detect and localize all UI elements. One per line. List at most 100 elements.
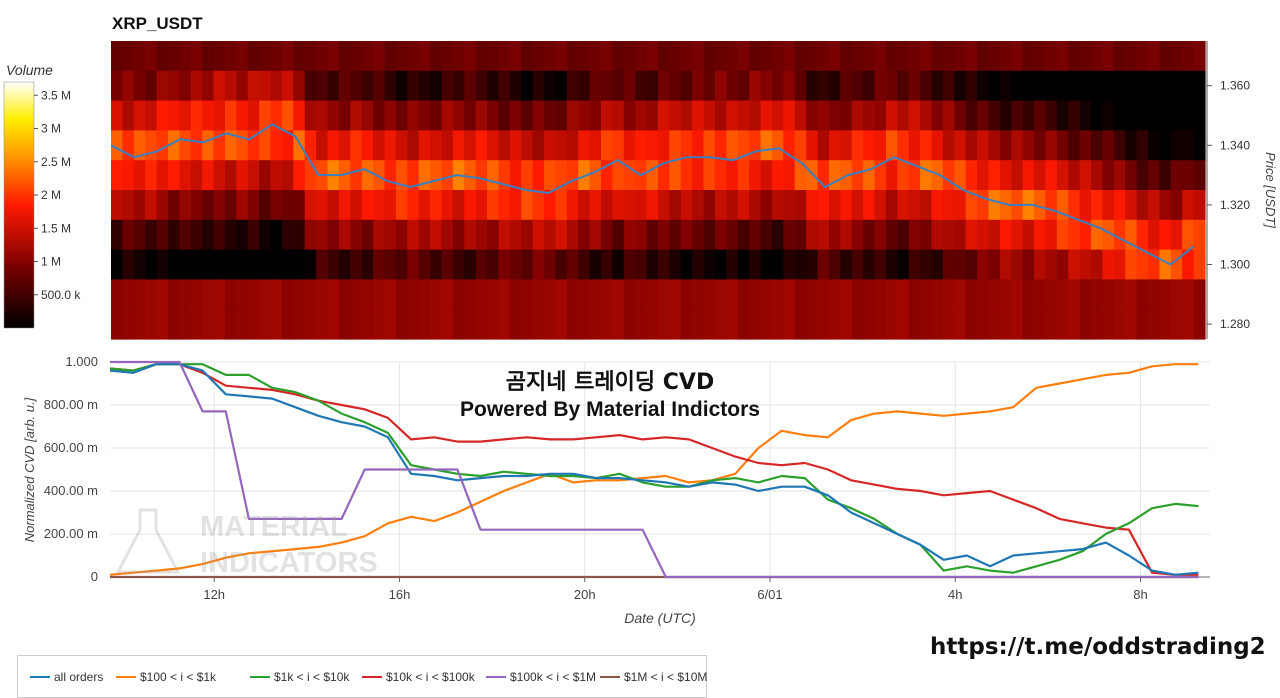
watermark-logo: MATERIAL INDICATORS xyxy=(115,508,378,579)
heatmap-cell xyxy=(1022,100,1035,131)
heatmap-cell xyxy=(1091,249,1104,280)
heatmap-cell xyxy=(1170,249,1183,280)
heatmap-cell xyxy=(122,190,135,221)
heatmap-cell xyxy=(270,219,283,251)
heatmap-cell xyxy=(1148,130,1161,161)
heatmap-cell xyxy=(373,190,386,221)
telegram-url[interactable]: https://t.me/oddstrading2 xyxy=(930,634,1266,660)
heatmap-cell xyxy=(828,309,841,340)
heatmap-cell xyxy=(658,190,670,221)
heatmap-cell xyxy=(623,279,636,310)
heatmap-cell xyxy=(1113,100,1126,131)
heatmap-cell xyxy=(999,190,1012,221)
heatmap-cell xyxy=(566,70,579,102)
heatmap-cell xyxy=(714,41,727,72)
heatmap-cell xyxy=(304,190,317,221)
heatmap-cell xyxy=(1079,70,1092,102)
heatmap-cell xyxy=(293,70,306,102)
heatmap-cell xyxy=(612,100,625,131)
heatmap-cell xyxy=(942,249,955,280)
heatmap-cell xyxy=(475,41,488,72)
heatmap-cell xyxy=(1113,309,1126,340)
heatmap-cell xyxy=(1034,309,1047,340)
heatmap-cell xyxy=(167,279,180,310)
heatmap-cell xyxy=(794,279,807,310)
heatmap-cell xyxy=(760,279,773,310)
heatmap-cell xyxy=(897,160,910,191)
heatmap-cell xyxy=(281,41,294,72)
heatmap-cell xyxy=(395,219,408,251)
heatmap-cell xyxy=(589,100,602,131)
heatmap-cell xyxy=(122,160,135,191)
heatmap-cell xyxy=(885,249,898,280)
heatmap-cell xyxy=(851,41,864,72)
legend-item-all_orders[interactable]: all orders xyxy=(30,670,103,684)
heatmap-cell xyxy=(1159,249,1172,280)
heatmap-cell xyxy=(350,70,363,102)
heatmap-cell xyxy=(441,70,454,102)
heatmap-cell xyxy=(737,160,750,191)
heatmap-cell xyxy=(407,279,420,310)
heatmap-cell xyxy=(179,249,192,280)
heatmap-cell xyxy=(931,160,944,191)
legend-item-b1m_10m[interactable]: $1M < i < $10M xyxy=(600,670,707,684)
heatmap-cell xyxy=(794,219,807,251)
heatmap-cell xyxy=(1148,41,1161,72)
heatmap-cell xyxy=(817,309,830,340)
heatmap-cell xyxy=(1091,190,1104,221)
heatmap-cell xyxy=(441,41,454,72)
heatmap-cell xyxy=(578,130,591,161)
heatmap-cell xyxy=(350,41,363,72)
heatmap-cell xyxy=(897,41,910,72)
heatmap-cell xyxy=(509,160,522,191)
heatmap-cell xyxy=(418,130,431,161)
heatmap-cell xyxy=(954,249,967,280)
heatmap-cell xyxy=(259,309,272,340)
heatmap-cell xyxy=(179,190,192,221)
heatmap-cell xyxy=(532,279,545,310)
colorbar-tick-label: 2.5 M xyxy=(41,155,71,169)
heatmap-cell xyxy=(327,190,340,221)
heatmap-cell xyxy=(749,100,762,131)
legend-item-b10k_100k[interactable]: $10k < i < $100k xyxy=(362,670,475,684)
legend-item-b100_1k[interactable]: $100 < i < $1k xyxy=(116,670,216,684)
heatmap-cell xyxy=(828,219,841,251)
heatmap-cell xyxy=(1045,41,1058,72)
heatmap-cell xyxy=(1182,70,1195,102)
heatmap-cell xyxy=(1034,100,1047,131)
heatmap-cell xyxy=(1102,41,1115,72)
heatmap-cell xyxy=(669,279,682,310)
overlay-subtitle: Powered By Material Indictors xyxy=(460,398,760,421)
heatmap-cell xyxy=(1193,219,1206,251)
heatmap-cell xyxy=(658,249,670,280)
heatmap-cell xyxy=(954,130,967,161)
heatmap-cell xyxy=(338,279,351,310)
heatmap-cell xyxy=(680,219,693,251)
heatmap-cell xyxy=(760,160,773,191)
heatmap-cell xyxy=(236,70,249,102)
heatmap-cell xyxy=(487,70,500,102)
legend-item-b1k_10k[interactable]: $1k < i < $10k xyxy=(250,670,349,684)
heatmap-cell xyxy=(532,100,545,131)
heatmap-cell xyxy=(441,219,454,251)
heatmap-cell xyxy=(920,309,933,340)
heatmap-cell xyxy=(179,160,192,191)
heatmap-cell xyxy=(589,130,602,161)
heatmap-cell xyxy=(908,219,921,251)
heatmap-cell xyxy=(931,130,944,161)
heatmap-cell xyxy=(1159,190,1172,221)
heatmap-cell xyxy=(999,160,1012,191)
legend-item-b100k_1m[interactable]: $100k < i < $1M xyxy=(486,670,596,684)
heatmap-cell xyxy=(658,130,670,161)
heatmap-cell xyxy=(1091,279,1104,310)
heatmap-cell xyxy=(566,41,579,72)
heatmap-cell xyxy=(316,249,329,280)
heatmap-cell xyxy=(897,70,910,102)
heatmap-cell xyxy=(1034,279,1047,310)
heatmap-cell xyxy=(840,190,853,221)
heatmap-cell xyxy=(749,249,762,280)
heatmap-cell xyxy=(156,279,169,310)
heatmap-cell xyxy=(1148,309,1161,340)
heatmap-cell xyxy=(1079,249,1092,280)
heatmap-cell xyxy=(1022,279,1035,310)
